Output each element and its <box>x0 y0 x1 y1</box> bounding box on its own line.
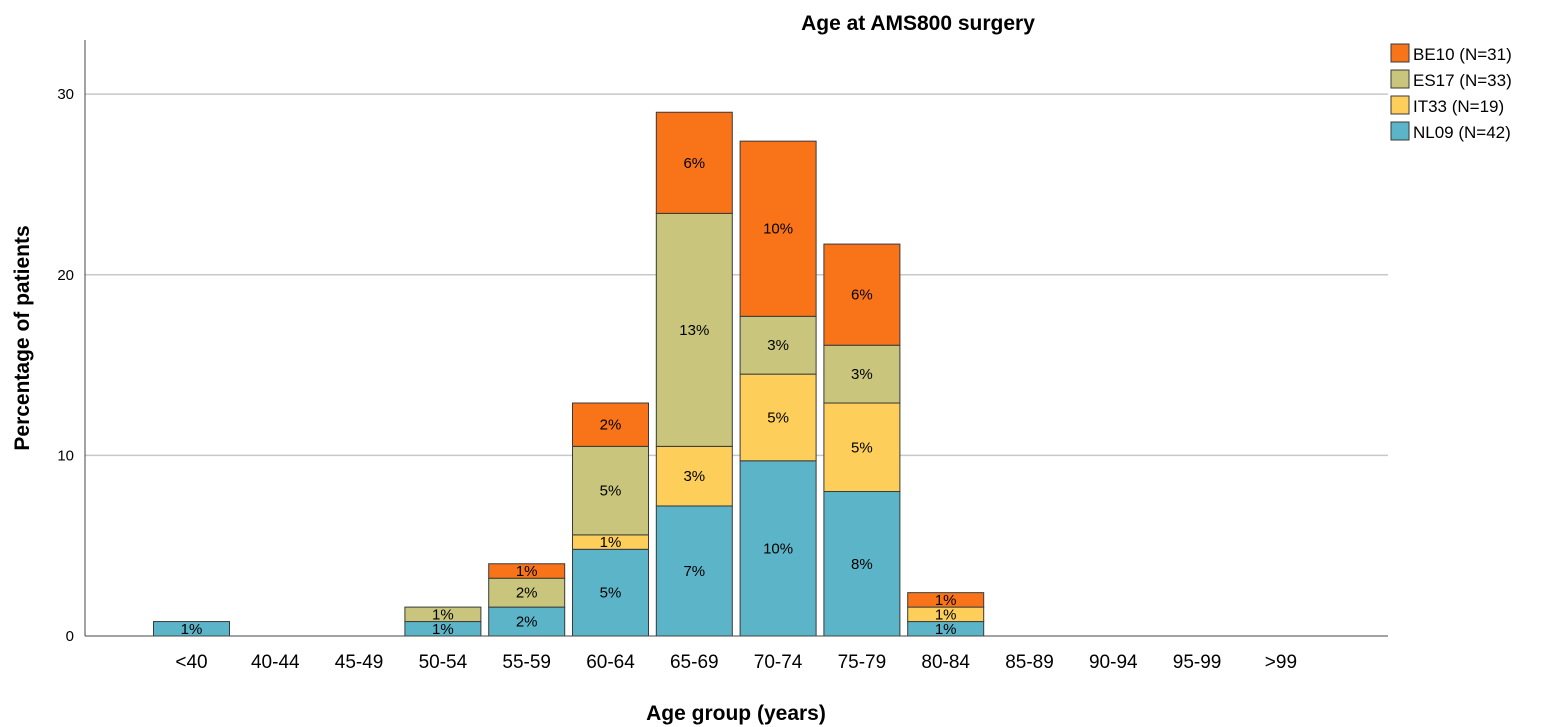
bar-segment <box>488 563 566 579</box>
data-label: 5% <box>851 439 873 456</box>
x-tick-label: 45-49 <box>335 652 384 673</box>
x-tick-labels: <40 40-44 45-49 50-54 55-59 60-64 65-69 70-74 75… <box>175 652 1297 673</box>
bar-segment <box>739 460 817 637</box>
bar-segment <box>739 315 817 375</box>
legend-swatch <box>1390 95 1410 115</box>
x-tick-label: >99 <box>1265 652 1297 673</box>
bar-segment <box>823 243 901 346</box>
data-label: 1% <box>516 563 538 580</box>
x-tick-label: 80-84 <box>921 652 970 673</box>
bar-segment <box>823 491 901 637</box>
x-tick-label: 90-94 <box>1089 652 1138 673</box>
bar-segment <box>572 402 649 447</box>
data-label: 10% <box>763 540 793 557</box>
segment-labels: 1% 1%1% 2%2%1%5%1%5%2%7%3%13%6%10%5%3%10%8… <box>181 155 957 638</box>
bars <box>153 111 985 637</box>
x-axis-label: Age group (years) <box>646 702 826 725</box>
y-tick-label: 10 <box>57 447 74 464</box>
gridlines <box>85 93 1388 457</box>
y-tick-label: 0 <box>66 628 74 645</box>
axes <box>84 40 1388 637</box>
data-label: 3% <box>767 337 789 354</box>
bar-segment <box>823 344 901 404</box>
data-label: 1% <box>935 592 957 609</box>
bar-segment <box>823 402 901 493</box>
bar-segment <box>655 505 733 637</box>
data-label: 3% <box>683 468 705 485</box>
y-tick-labels: 0 10 20 30 <box>57 86 74 645</box>
x-tick-label: 85-89 <box>1005 652 1054 673</box>
legend: BE10 (N=31) ES17 (N=33) IT33 (N=19) NL09 (N… <box>1390 43 1512 142</box>
x-tick-label: 95-99 <box>1173 652 1222 673</box>
x-tick-label: 40-44 <box>251 652 300 673</box>
bar-segment <box>739 373 817 462</box>
bar-segment <box>488 606 566 637</box>
x-tick-label: 65-69 <box>670 652 719 673</box>
data-label: 5% <box>600 483 622 500</box>
data-label: 1% <box>935 621 957 638</box>
x-tick-label: 60-64 <box>586 652 635 673</box>
data-label: 5% <box>767 409 789 426</box>
legend-entry: ES17 (N=33) <box>1413 71 1512 90</box>
data-label: 5% <box>600 585 622 602</box>
data-label: 10% <box>763 221 793 238</box>
data-label: 1% <box>600 534 622 551</box>
bar-segment <box>907 592 985 608</box>
legend-swatch <box>1390 43 1410 63</box>
data-label: 7% <box>683 563 705 580</box>
data-label: 13% <box>679 322 709 339</box>
data-label: 3% <box>851 366 873 383</box>
x-tick-label: 70-74 <box>754 652 803 673</box>
x-tick-label: <40 <box>175 652 207 673</box>
x-tick-label: 55-59 <box>502 652 551 673</box>
bar-segment <box>655 212 733 447</box>
bar-segment <box>739 140 817 317</box>
bar-segment <box>572 445 649 536</box>
bar-segment <box>655 445 733 507</box>
y-tick-label: 30 <box>57 86 74 103</box>
data-label: 8% <box>851 556 873 573</box>
legend-entry: BE10 (N=31) <box>1413 45 1512 64</box>
data-label: 6% <box>683 155 705 172</box>
legend-swatch <box>1390 121 1410 141</box>
data-label: 1% <box>935 606 957 623</box>
bar-segment <box>572 548 649 637</box>
y-axis-label: Percentage of patients <box>11 225 34 450</box>
chart-title: Age at AMS800 surgery <box>801 12 1035 35</box>
x-tick-label: 50-54 <box>419 652 468 673</box>
data-label: 2% <box>516 614 538 631</box>
data-label: 1% <box>181 621 203 638</box>
data-label: 2% <box>600 417 622 434</box>
x-tick-label: 75-79 <box>838 652 887 673</box>
bar-segment <box>404 606 482 623</box>
legend-entry: IT33 (N=19) <box>1413 97 1504 116</box>
data-label: 6% <box>851 287 873 304</box>
y-tick-label: 20 <box>57 267 74 284</box>
data-label: 1% <box>432 606 454 623</box>
bar-segment <box>655 111 733 214</box>
data-label: 2% <box>516 585 538 602</box>
legend-swatch <box>1390 69 1410 89</box>
data-label: 1% <box>432 621 454 638</box>
legend-entry: NL09 (N=42) <box>1413 123 1511 142</box>
